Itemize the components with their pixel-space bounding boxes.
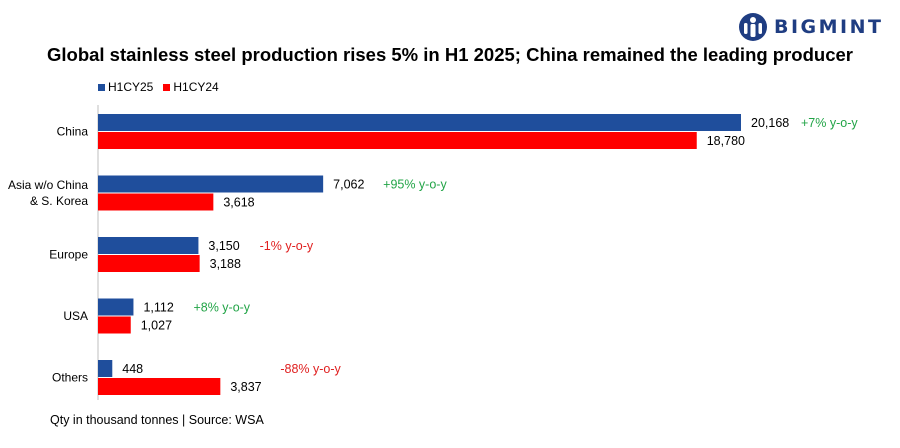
category-label-asia-w-o-china-s-korea: Asia w/o China & S. Korea (8, 178, 88, 208)
legend-swatch-h1cy25 (98, 83, 105, 91)
bar-h1cy25-asia-w-o-china-s-korea (98, 175, 324, 193)
legend-label-h1cy25: H1CY25 (108, 80, 154, 94)
bar-h1cy24-europe (98, 255, 200, 272)
brand-name: BIGMINT (774, 16, 884, 38)
chart-title: Global stainless steel production rises … (46, 44, 853, 65)
source-note: Qty in thousand tonnes | Source: WSA (50, 413, 264, 427)
legend-swatch-h1cy24 (163, 83, 171, 91)
category-label-others: Others (52, 371, 88, 385)
bar-h1cy24-asia-w-o-china-s-korea (98, 193, 214, 211)
bar-h1cy25-europe (98, 237, 199, 254)
bar-h1cy24-others (98, 378, 221, 395)
data-label-h1cy24-europe: 3,188 (210, 257, 241, 271)
legend-label-h1cy24: H1CY24 (173, 80, 219, 94)
legend-item-h1cy25: H1CY25 (98, 80, 153, 94)
bar-h1cy25-china (98, 114, 741, 131)
data-label-h1cy24-china: 18,780 (707, 134, 745, 148)
data-label-h1cy25-china: 20,168 (751, 116, 789, 130)
data-label-h1cy24-asia-w-o-china-s-korea: 3,618 (223, 196, 254, 210)
data-label-h1cy25-europe: 3,150 (208, 239, 239, 253)
yoy-annotation-china: +7% y-o-y (801, 116, 858, 130)
chart-legend: H1CY25 H1CY24 (98, 80, 219, 94)
data-label-h1cy24-usa: 1,027 (141, 319, 172, 333)
bar-h1cy25-usa (98, 298, 134, 316)
data-label-h1cy25-others: 448 (122, 362, 143, 376)
yoy-annotation-usa: +8% y-o-y (193, 301, 250, 315)
yoy-annotation-europe: -1% y-o-y (260, 239, 314, 253)
legend-item-h1cy24: H1CY24 (163, 80, 219, 94)
bar-h1cy25-others (98, 360, 113, 377)
yoy-annotation-asia-w-o-china-s-korea: +95% y-o-y (383, 178, 447, 192)
category-label-europe: Europe (49, 248, 88, 262)
bigmint-logo-icon (739, 13, 767, 41)
yoy-annotation-others: -88% y-o-y (280, 362, 341, 376)
data-label-h1cy24-others: 3,837 (230, 380, 261, 394)
bar-h1cy24-usa (98, 316, 131, 334)
category-label-china: China (57, 125, 89, 139)
data-label-h1cy25-asia-w-o-china-s-korea: 7,062 (333, 178, 364, 192)
bar-h1cy24-china (98, 132, 697, 149)
category-label-usa: USA (63, 309, 88, 323)
data-label-h1cy25-usa: 1,112 (143, 301, 173, 315)
brand-logo: BIGMINT (738, 12, 884, 42)
